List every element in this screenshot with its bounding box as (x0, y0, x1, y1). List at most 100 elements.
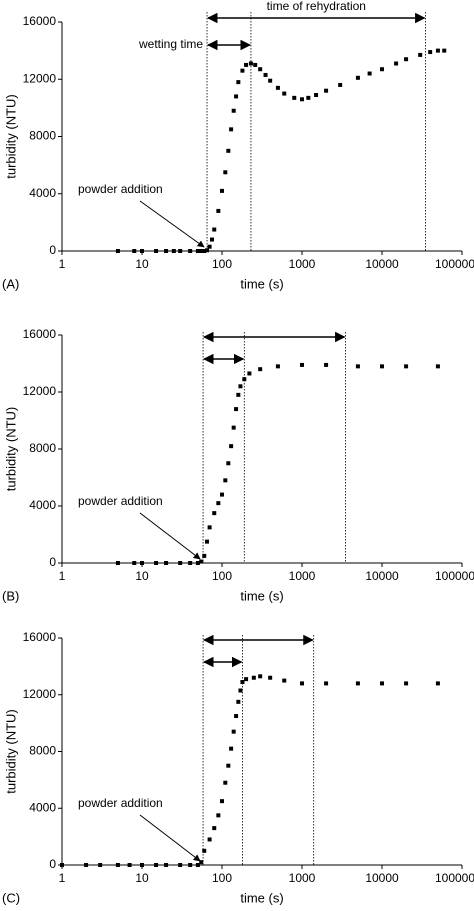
x-tick-label: 100 (212, 569, 232, 583)
data-point (231, 425, 236, 430)
x-tick-label: 100000 (435, 569, 474, 583)
data-point (207, 244, 212, 249)
data-point (404, 57, 409, 62)
data-point (223, 478, 228, 483)
data-point (115, 561, 120, 565)
data-point (140, 863, 144, 867)
y-tick-label: 8000 (29, 129, 56, 143)
annotation-arrow (139, 814, 201, 862)
data-point (247, 371, 252, 376)
x-tick-label: 10 (135, 871, 149, 885)
annotation-arrow (139, 200, 205, 248)
data-point (178, 249, 183, 253)
x-axis-title: time (s) (240, 890, 283, 905)
data-point (178, 561, 183, 565)
data-point (300, 97, 304, 102)
data-point (229, 444, 234, 449)
data-point (275, 364, 280, 369)
y-tick-label: 16000 (23, 630, 57, 644)
data-point (282, 91, 287, 96)
data-point (202, 553, 207, 558)
data-point (380, 681, 384, 686)
data-point (205, 539, 210, 544)
data-point (404, 364, 409, 369)
y-tick-label: 12000 (23, 384, 57, 398)
data-point (258, 67, 263, 72)
data-point (338, 82, 343, 87)
data-point (154, 249, 159, 253)
annotation-arrow (139, 512, 201, 560)
data-point (132, 249, 137, 253)
data-point (418, 52, 423, 57)
data-point (132, 561, 137, 565)
data-point (127, 863, 132, 867)
data-point (355, 364, 360, 369)
data-point (435, 48, 440, 53)
data-point (258, 674, 263, 679)
x-tick-label: 100 (212, 257, 232, 271)
data-point (435, 364, 440, 369)
data-point (234, 714, 239, 719)
data-point (300, 362, 304, 367)
x-tick-label: 100000 (435, 871, 474, 885)
data-point (195, 561, 200, 565)
data-point (404, 681, 409, 686)
data-point (202, 249, 207, 253)
data-point (251, 675, 256, 680)
data-point (84, 863, 89, 867)
data-point (428, 50, 433, 55)
data-point (248, 61, 253, 66)
panel-label: (C) (2, 890, 20, 905)
x-tick-label: 1 (59, 871, 66, 885)
x-tick-label: 1000 (289, 257, 316, 271)
data-point (263, 72, 268, 77)
x-tick-label: 1 (59, 257, 66, 271)
data-point (207, 837, 212, 842)
x-tick-label: 10000 (365, 257, 399, 271)
data-point (229, 746, 234, 751)
data-point (212, 826, 217, 831)
annotation: time of rehydration (267, 0, 366, 13)
data-point (236, 699, 241, 704)
annotation: wetting time (138, 37, 203, 51)
x-tick-label: 10 (135, 569, 149, 583)
data-point (164, 863, 169, 867)
y-axis-title: turbidity (NTU) (3, 94, 18, 179)
data-point (238, 384, 243, 389)
data-point (188, 561, 193, 565)
data-point (154, 561, 159, 565)
data-point (380, 67, 384, 72)
data-point (210, 237, 215, 242)
y-axis-title: turbidity (NTU) (3, 709, 18, 794)
y-tick-label: 0 (49, 243, 56, 257)
data-point (199, 860, 204, 865)
data-point (253, 62, 258, 67)
y-tick-label: 8000 (29, 744, 56, 758)
x-tick-label: 10000 (365, 871, 399, 885)
data-point (240, 68, 245, 73)
data-point (324, 88, 329, 93)
data-point (324, 362, 329, 367)
data-point (199, 559, 204, 564)
data-point (268, 78, 273, 83)
data-point (244, 677, 249, 682)
x-tick-label: 100 (212, 871, 232, 885)
x-tick-label: 1000 (289, 871, 316, 885)
y-tick-label: 0 (49, 857, 56, 871)
data-point (188, 863, 193, 867)
data-point (268, 675, 273, 680)
x-tick-label: 10 (135, 257, 149, 271)
y-axis-title: turbidity (NTU) (3, 407, 18, 492)
data-point (220, 492, 224, 497)
data-point (435, 681, 440, 686)
data-point (178, 863, 183, 867)
data-point (207, 525, 212, 530)
y-tick-label: 4000 (29, 800, 56, 814)
data-point (205, 248, 210, 253)
annotation: powder addition (78, 494, 163, 508)
data-point (188, 249, 193, 253)
data-point (229, 127, 234, 132)
data-point (355, 75, 360, 80)
data-point (394, 61, 399, 66)
data-point (367, 71, 372, 76)
